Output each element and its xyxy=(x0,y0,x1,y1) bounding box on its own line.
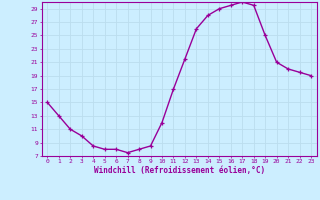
X-axis label: Windchill (Refroidissement éolien,°C): Windchill (Refroidissement éolien,°C) xyxy=(94,166,265,175)
